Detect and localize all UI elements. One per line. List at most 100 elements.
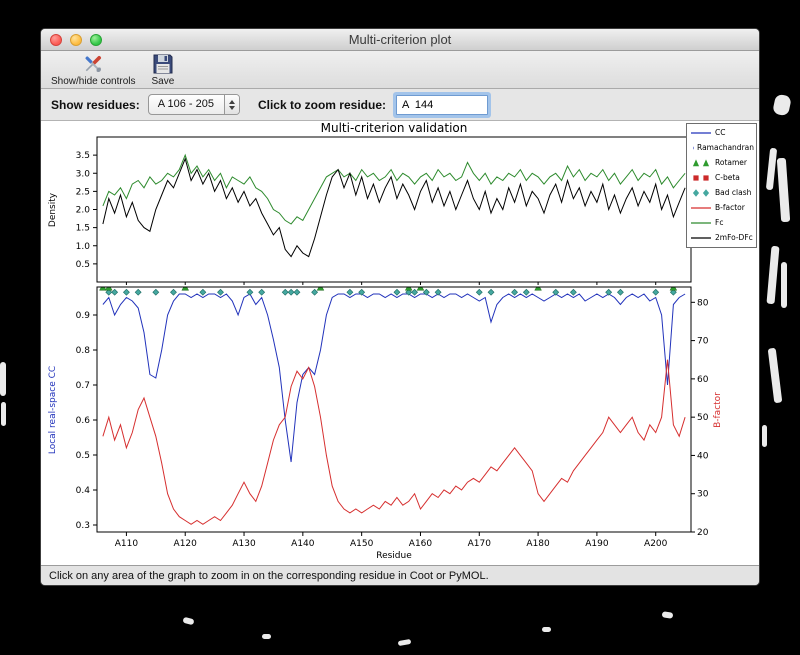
tick-label: 0.5 [76,451,90,461]
plot-title: Multi-criterion validation [321,121,468,135]
tick-label: A160 [409,539,433,549]
residue-range-select[interactable]: A 106 - 205 [147,94,240,115]
legend-item-b-factor: B-factor [690,203,754,213]
status-text: Click on any area of the graph to zoom i… [49,569,489,582]
tick-label: 3.5 [76,151,90,161]
screen-artifact [776,157,791,223]
screen-artifact [182,616,195,626]
show-hide-controls-button[interactable]: Show/hide controls [51,52,136,87]
legend-label: Ramachandran [697,143,754,153]
screen-artifact [262,634,271,639]
series-Fc [102,153,686,225]
titlebar[interactable]: Multi-criterion plot [41,29,759,51]
series-2mFo-DFc [102,157,686,258]
series-CC [102,293,686,463]
stepper-arrows-icon [223,95,239,114]
triangle-legend-icon [692,159,710,167]
density-axis-label: Density [48,192,58,227]
screen-artifact [762,425,767,447]
diamond-legend-icon [692,189,710,197]
bottom-plot-frame [96,286,692,533]
tick-label: A140 [291,539,315,549]
tick-label: A120 [174,539,198,549]
top-plot-series [102,153,686,258]
tick-label: 30 [697,490,709,500]
tick-label: 2.5 [76,187,90,197]
minimize-button[interactable] [70,33,82,46]
tick-label: 0.5 [76,260,90,270]
tick-label: 0.8 [76,346,91,356]
bfactor-axis-label: B-factor [713,392,723,428]
tick-label: 50 [697,413,709,423]
close-button[interactable] [50,33,62,46]
legend-label: Bad clash [715,188,752,198]
tick-label: A130 [232,539,256,549]
tick-label: 2.0 [76,206,91,216]
tick-label: A180 [526,539,550,549]
bottom-plot-series [102,293,686,525]
app-window: Multi-criterion plot Show/hide controls [40,28,760,586]
square-legend-icon [693,175,709,181]
residue-range-value: A 106 - 205 [157,98,214,110]
legend-label: B-factor [715,203,745,213]
legend-item-bad-clash: Bad clash [690,188,754,198]
legend-item-fc: Fc [690,218,754,228]
markers-diamond [105,288,677,296]
plot-panel[interactable]: Multi-criterion validation Density Local… [41,121,759,565]
line-legend-icon [691,207,711,209]
tick-label: 3.0 [76,169,91,179]
tick-label: A200 [644,539,668,549]
zoom-window-button[interactable] [90,33,102,46]
tick-label: 0.4 [76,486,91,496]
screen-artifact [397,638,412,647]
line-legend-icon [691,132,711,134]
tick-label: A110 [115,539,139,549]
status-bar: Click on any area of the graph to zoom i… [41,565,759,585]
screen-artifact [767,347,783,404]
tick-label: 1.0 [76,242,91,252]
window-title: Multi-criterion plot [348,32,452,47]
screen-artifact [765,147,778,191]
legend-item-rotamer: Rotamer [690,158,754,168]
zoom-residue-label: Click to zoom residue: [257,97,386,112]
tick-label: 60 [697,375,709,385]
screen-artifact [661,611,674,619]
tick-label: 1.5 [76,224,90,234]
tick-label: A190 [585,539,609,549]
show-hide-controls-label: Show/hide controls [51,76,136,87]
tick-label: 0.9 [76,311,91,321]
line-legend-icon [691,222,711,224]
residue-axis-label: Residue [376,551,412,561]
window-controls [50,33,102,46]
legend-item-2mfo-dfc: 2mFo-DFc [690,233,754,243]
save-button[interactable]: Save [151,52,175,87]
save-label: Save [151,76,175,87]
controls-bar: Show residues: A 106 - 205 Click to zoom… [41,89,759,121]
cc-axis-label: Local real-space CC [48,366,58,454]
legend-label: 2mFo-DFc [715,233,753,243]
tick-label: 0.7 [76,381,90,391]
tools-icon [81,52,105,76]
legend-label: C-beta [715,173,740,183]
screen-artifact [0,362,6,396]
legend-item-cc: CC [690,128,754,138]
toolbar: Show/hide controls Save [41,51,759,89]
screen-artifact [781,262,787,308]
plot-legend: CC Ramachandran Rotamer C-beta Bad clash B-fa… [686,123,757,248]
tick-label: 40 [697,451,709,461]
legend-label: Fc [715,218,724,228]
screen-artifact [1,402,6,426]
line-legend-icon [691,237,711,239]
tick-label: 70 [697,337,709,347]
legend-label: Rotamer [715,158,748,168]
screen-artifact [772,93,792,117]
circle-legend-icon [693,146,695,150]
show-residues-label: Show residues: [51,97,140,112]
save-icon [152,52,174,76]
zoom-residue-input[interactable] [396,94,488,115]
multi-criterion-plot[interactable]: Multi-criterion validation Density Local… [41,121,759,565]
legend-item-c-beta: C-beta [690,173,754,183]
tick-label: 80 [697,298,709,308]
legend-label: CC [715,128,726,138]
tick-label: 20 [697,528,709,538]
